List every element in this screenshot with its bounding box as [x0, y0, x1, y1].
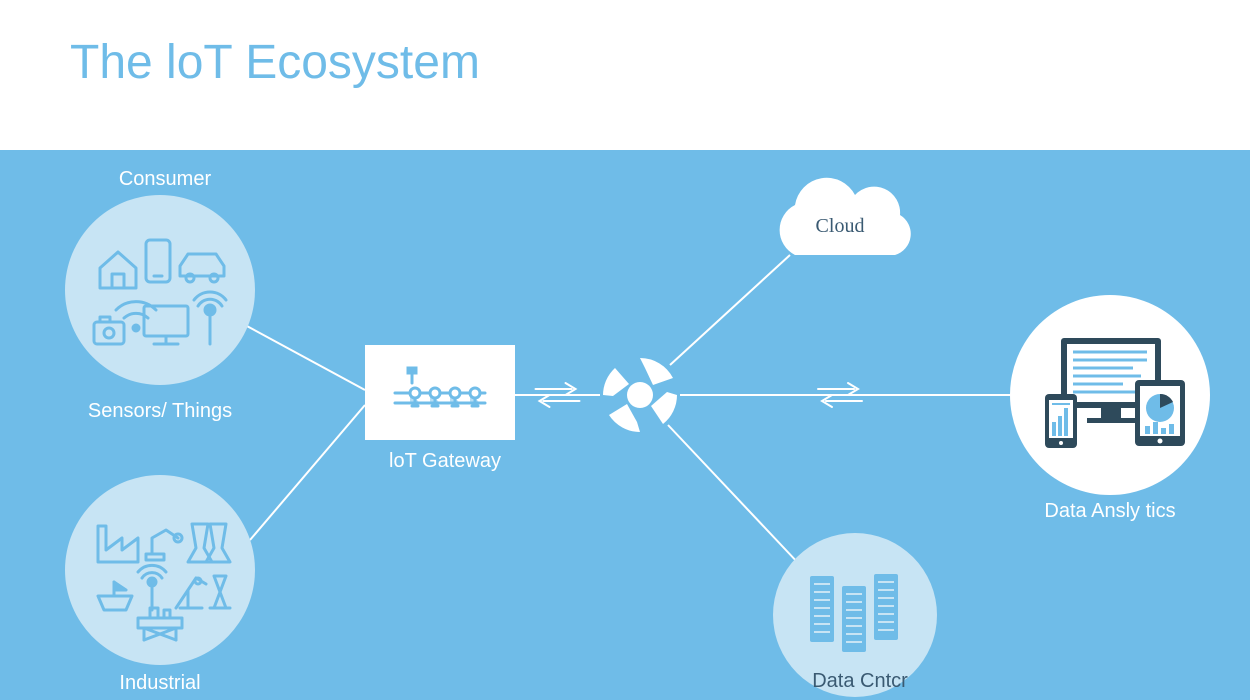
cloud-label: Cloud [816, 215, 865, 237]
consumer-icons [80, 210, 240, 370]
analytics-icon [1023, 308, 1198, 483]
sensors-things-label: Sensors/ Things [60, 400, 260, 423]
globe-icon [595, 350, 685, 440]
analytics-node [1010, 295, 1210, 495]
page-title: The loT Ecosystem [70, 35, 1250, 90]
datacenter-icon [790, 550, 920, 680]
datacenter-label: Data Cntcr [800, 670, 920, 693]
diagram-canvas: Consumer Sensors/ Things [0, 150, 1250, 700]
industrial-label: Industrial [90, 672, 230, 695]
title-area: The loT Ecosystem [0, 0, 1250, 150]
gateway-label: loT Gateway [370, 450, 520, 473]
gateway-icon [380, 358, 500, 428]
cloud-node: Cloud [750, 170, 930, 280]
industrial-node [65, 475, 255, 665]
consumer-label: Consumer [85, 168, 245, 191]
analytics-label: Data Ansly tics [1020, 500, 1200, 523]
consumer-node [65, 195, 255, 385]
gateway-node [365, 345, 515, 440]
industrial-icons [80, 490, 240, 650]
